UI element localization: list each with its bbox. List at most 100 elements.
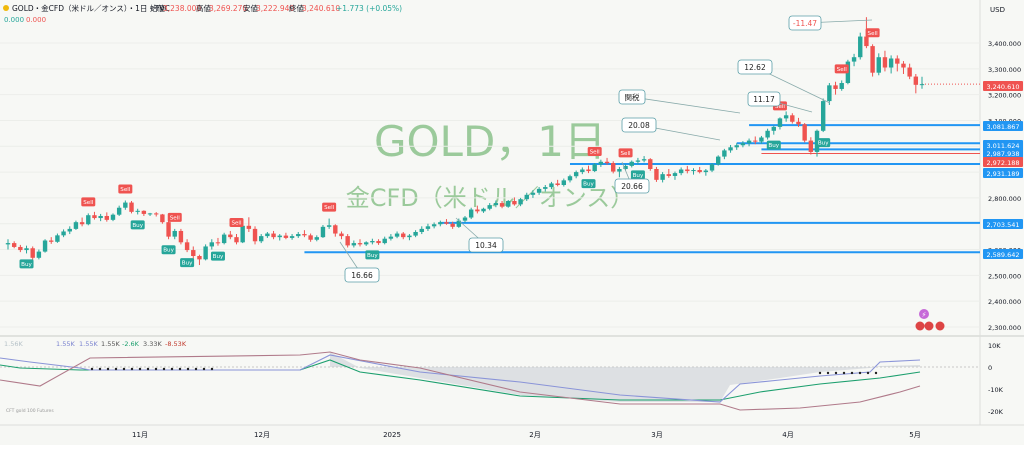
candle-body xyxy=(759,137,764,142)
candle-body xyxy=(518,199,523,205)
candle-body xyxy=(561,180,567,185)
candle-body xyxy=(104,215,110,220)
lightning-icon xyxy=(919,309,929,319)
candle-body xyxy=(685,169,690,172)
candle-body xyxy=(654,168,659,180)
candle-body xyxy=(92,215,97,219)
ohlc-high-label: 高値 xyxy=(196,3,211,13)
indicator-dot xyxy=(154,367,158,371)
buy-signal-label: Buy xyxy=(768,143,779,149)
indicator-legend-0: 1.55K xyxy=(56,340,75,348)
candle-body xyxy=(376,241,381,244)
indicator-dot xyxy=(834,371,838,375)
price-tag-label: 3,240.610 xyxy=(986,83,1019,91)
ohlc-change: +1.773 (+0.05%) xyxy=(336,4,402,13)
indicator-dot xyxy=(138,367,142,371)
main-pane-bg xyxy=(0,0,980,335)
candle-body xyxy=(450,223,455,227)
candle-body xyxy=(18,246,23,251)
indicator-dot xyxy=(98,367,102,371)
indicator-dot xyxy=(106,367,110,371)
candle-body xyxy=(913,76,919,85)
buy-signal xyxy=(581,179,596,189)
candle-body xyxy=(215,242,221,244)
candle-body xyxy=(296,234,301,237)
candle-body xyxy=(487,205,492,209)
indicator-tick: -10K xyxy=(988,386,1004,394)
candle-body xyxy=(475,209,480,212)
candle-body xyxy=(221,234,227,244)
buy-signal xyxy=(766,140,781,150)
event-icons[interactable]: ⚡ xyxy=(915,309,945,331)
candle-body xyxy=(796,121,801,125)
y-tick-label: 2,800.000 xyxy=(988,195,1021,203)
sell-signal-label: Sell xyxy=(83,200,94,206)
callout-pointer xyxy=(631,96,741,114)
time-axis[interactable]: 11月 12月 2025 2月 3月 4月 5月 xyxy=(132,431,921,439)
price-tags-layer: 3,240.610 3,081.867 3,011.6242,987.9382,97… xyxy=(983,81,1023,259)
candle-body xyxy=(228,234,233,238)
candle-body xyxy=(141,210,147,214)
price-lines-layer xyxy=(304,83,980,254)
candle-body xyxy=(308,235,313,240)
buy-signal-label: Buy xyxy=(132,223,143,229)
candle-body xyxy=(438,222,443,225)
indicator-dot xyxy=(858,371,862,375)
watermark-main: GOLD，1日 xyxy=(374,117,606,166)
candle-body xyxy=(110,214,116,220)
indicator-dot xyxy=(818,371,822,375)
candle-body xyxy=(666,174,671,176)
price-tag-label: 2,589.642 xyxy=(986,251,1019,259)
indicator-tick: 10K xyxy=(988,342,1001,350)
candle-body xyxy=(827,85,832,102)
candle-body xyxy=(302,234,307,236)
candle-body xyxy=(895,58,900,64)
y-tick-label: 2,500.000 xyxy=(988,272,1021,280)
sub-value-2: 0.000 xyxy=(26,16,46,24)
candle-body xyxy=(73,222,79,229)
candle-body xyxy=(209,242,214,247)
candle-body xyxy=(481,208,486,212)
candle-body xyxy=(598,161,604,165)
candle-body xyxy=(586,169,591,172)
indicator-dot xyxy=(130,367,134,371)
indicator-source: CFT gold 100 Futures xyxy=(6,408,54,414)
candle-body xyxy=(549,183,554,188)
candle-body xyxy=(370,241,375,243)
x-tick-label: 2025 xyxy=(383,431,401,439)
buy-signal-label: Buy xyxy=(583,182,594,188)
indicator-dot xyxy=(170,367,174,371)
candle-body xyxy=(468,209,474,218)
indicator-dot xyxy=(178,367,182,371)
candle-body xyxy=(592,164,597,172)
candle-body xyxy=(765,130,770,138)
candle-body xyxy=(67,228,72,232)
candle-body xyxy=(172,230,177,237)
candle-body xyxy=(456,220,462,227)
candle-body xyxy=(728,147,733,151)
callout-label: 関税 xyxy=(625,92,640,102)
candle-body xyxy=(98,215,103,219)
candle-body xyxy=(555,183,560,185)
indicator-long-line xyxy=(0,354,921,403)
ohlc-open-value: 3,238.000 xyxy=(163,4,201,13)
price-tag xyxy=(983,148,1023,158)
candle-body xyxy=(543,187,548,189)
candle-body xyxy=(641,159,647,161)
candle-body xyxy=(697,170,702,173)
sell-signal-label: Sell xyxy=(868,31,879,37)
candle-body xyxy=(419,228,424,232)
indicator-legend-1: 1.55K xyxy=(79,340,98,348)
candle-body xyxy=(524,194,529,200)
price-tag-label: 2,987.938 xyxy=(986,150,1019,158)
candle-body xyxy=(24,248,29,251)
sell-signal xyxy=(322,202,337,212)
candle-body xyxy=(611,163,616,172)
candle-body xyxy=(42,240,48,252)
candle-body xyxy=(512,201,517,205)
candle-body xyxy=(802,124,807,141)
y-tick-label: 3,200.000 xyxy=(988,92,1021,100)
x-tick-label: 3月 xyxy=(651,431,662,439)
buy-signal-label: Buy xyxy=(182,261,193,267)
